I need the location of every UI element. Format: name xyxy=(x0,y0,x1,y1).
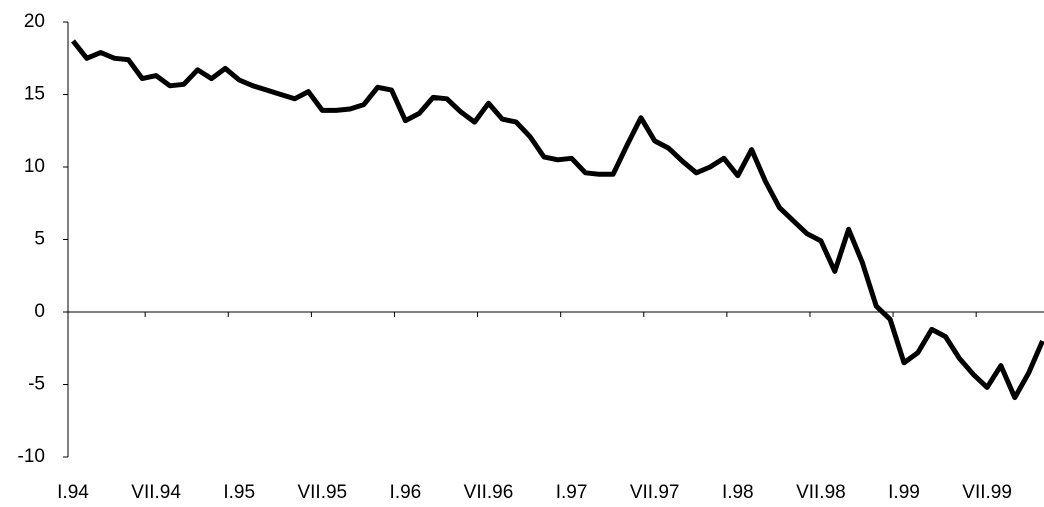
x-tick-label: I.97 xyxy=(556,482,588,503)
y-tick-label: 0 xyxy=(34,301,45,322)
y-tick-label: 5 xyxy=(34,229,45,250)
x-tick-label: I.99 xyxy=(888,482,920,503)
x-tick-label: VII.97 xyxy=(630,482,680,503)
x-tick-label: VII.99 xyxy=(962,482,1012,503)
y-tick-label: 20 xyxy=(24,11,45,32)
x-tick-label: I.96 xyxy=(390,482,422,503)
y-tick-label: -5 xyxy=(28,374,45,395)
y-tick-label: 10 xyxy=(24,156,45,177)
y-tick-label: -10 xyxy=(18,446,45,467)
data-line xyxy=(71,39,1044,401)
x-tick-label: I.98 xyxy=(722,482,754,503)
x-tick-label: VII.98 xyxy=(796,482,846,503)
x-tick-label: I.95 xyxy=(223,482,255,503)
y-tick-label: 15 xyxy=(24,84,45,105)
x-tick-label: VII.95 xyxy=(297,482,347,503)
x-tick-label: VII.96 xyxy=(464,482,514,503)
x-tick-label: I.94 xyxy=(57,482,89,503)
x-tick-label: VII.94 xyxy=(131,482,181,503)
